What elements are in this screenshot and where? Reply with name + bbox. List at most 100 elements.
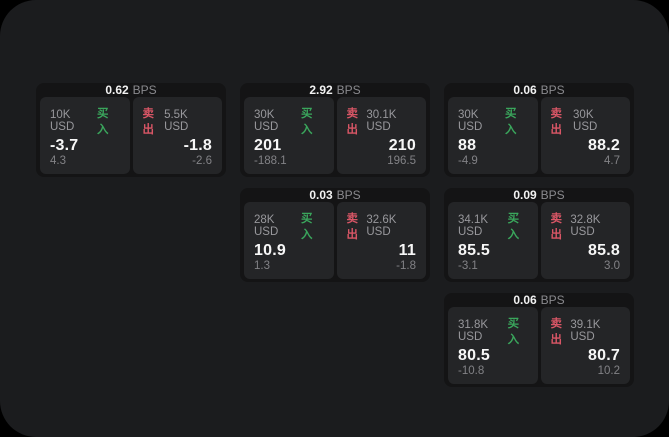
buy-panel-top: 34.1K USD 买入 xyxy=(458,210,528,242)
sell-panel[interactable]: 卖出 32.6K USD 11 -1.8 xyxy=(336,202,426,279)
quote-card: 2.92 BPS 30K USD 买入 201 -188.1 卖出 30.1K … xyxy=(240,83,430,177)
buy-panel-top: 31.8K USD 买入 xyxy=(458,315,528,347)
bps-value: 0.06 xyxy=(513,293,537,307)
bps-value: 0.03 xyxy=(309,188,333,202)
buy-label: 买入 xyxy=(507,318,520,346)
bps-unit: BPS xyxy=(540,293,565,307)
quote-card: 0.62 BPS 10K USD 买入 -3.7 4.3 卖出 5.5K USD xyxy=(36,83,226,177)
buy-amount: 30K USD xyxy=(458,109,483,133)
sell-panel[interactable]: 卖出 30.1K USD 210 196.5 xyxy=(336,97,426,174)
sell-change: 4.7 xyxy=(604,155,620,167)
sell-price: 210 xyxy=(388,137,416,154)
quote-card: 0.09 BPS 34.1K USD 买入 85.5 -3.1 卖出 32.8K… xyxy=(444,188,634,282)
buy-label: 买入 xyxy=(504,108,517,136)
sell-amount: 30.1K USD xyxy=(366,109,397,133)
buy-price: -3.7 xyxy=(50,137,79,154)
bps-unit: BPS xyxy=(132,83,157,97)
buy-panel[interactable]: 30K USD 买入 88 -4.9 xyxy=(448,97,538,174)
sell-price: -1.8 xyxy=(183,137,212,154)
sell-change: 3.0 xyxy=(604,260,620,272)
bps-unit: BPS xyxy=(540,83,565,97)
card-header: 0.09 BPS xyxy=(444,188,634,202)
card-header: 0.03 BPS xyxy=(240,188,430,202)
card-header: 0.62 BPS xyxy=(36,83,226,97)
sell-panel-top: 卖出 39.1K USD xyxy=(551,315,621,347)
sell-label: 卖出 xyxy=(142,108,155,136)
bps-unit: BPS xyxy=(336,188,361,202)
sell-price: 85.8 xyxy=(588,242,620,259)
buy-price: 80.5 xyxy=(458,347,490,364)
sell-change: -1.8 xyxy=(396,260,416,272)
buy-sell-panels: 34.1K USD 买入 85.5 -3.1 卖出 32.8K USD 85.8… xyxy=(444,202,634,282)
buy-change: -10.8 xyxy=(458,365,485,377)
buy-label: 买入 xyxy=(300,213,313,241)
bps-value: 2.92 xyxy=(309,83,333,97)
card-header: 0.06 BPS xyxy=(444,83,634,97)
buy-amount: 34.1K USD xyxy=(458,214,489,238)
buy-sell-panels: 31.8K USD 买入 80.5 -10.8 卖出 39.1K USD 80.… xyxy=(444,307,634,387)
buy-sell-panels: 10K USD 买入 -3.7 4.3 卖出 5.5K USD -1.8 -2.… xyxy=(36,97,226,177)
buy-change: -4.9 xyxy=(458,155,478,167)
buy-price: 85.5 xyxy=(458,242,490,259)
buy-panel[interactable]: 10K USD 买入 -3.7 4.3 xyxy=(40,97,130,174)
sell-amount: 30K USD xyxy=(573,109,598,133)
sell-label: 卖出 xyxy=(550,108,563,136)
buy-sell-panels: 30K USD 买入 201 -188.1 卖出 30.1K USD 210 1… xyxy=(240,97,430,177)
buy-amount: 31.8K USD xyxy=(458,319,489,343)
bps-unit: BPS xyxy=(336,83,361,97)
buy-amount: 28K USD xyxy=(254,214,279,238)
sell-label: 卖出 xyxy=(346,213,359,241)
sell-panel[interactable]: 卖出 30K USD 88.2 4.7 xyxy=(540,97,630,174)
buy-change: 1.3 xyxy=(254,260,270,272)
buy-panel-top: 10K USD 买入 xyxy=(50,105,120,137)
quote-card: 0.06 BPS 31.8K USD 买入 80.5 -10.8 卖出 39.1… xyxy=(444,293,634,387)
sell-panel-top: 卖出 30K USD xyxy=(551,105,621,137)
buy-panel[interactable]: 34.1K USD 买入 85.5 -3.1 xyxy=(448,202,538,279)
buy-change: -188.1 xyxy=(254,155,287,167)
buy-panel[interactable]: 28K USD 买入 10.9 1.3 xyxy=(244,202,334,279)
bps-value: 0.62 xyxy=(105,83,129,97)
bps-value: 0.09 xyxy=(513,188,537,202)
sell-panel[interactable]: 卖出 39.1K USD 80.7 10.2 xyxy=(540,307,630,384)
sell-price: 88.2 xyxy=(588,137,620,154)
buy-panel[interactable]: 30K USD 买入 201 -188.1 xyxy=(244,97,334,174)
buy-change: -3.1 xyxy=(458,260,478,272)
sell-panel-top: 卖出 32.6K USD xyxy=(347,210,417,242)
sell-panel-top: 卖出 5.5K USD xyxy=(143,105,213,137)
buy-panel-top: 30K USD 买入 xyxy=(458,105,528,137)
quote-cards-grid: 0.62 BPS 10K USD 买入 -3.7 4.3 卖出 5.5K USD xyxy=(36,83,634,387)
buy-amount: 30K USD xyxy=(254,109,279,133)
sell-label: 卖出 xyxy=(346,108,359,136)
buy-label: 买入 xyxy=(300,108,313,136)
sell-change: -2.6 xyxy=(192,155,212,167)
sell-label: 卖出 xyxy=(550,318,563,346)
buy-sell-panels: 30K USD 买入 88 -4.9 卖出 30K USD 88.2 4.7 xyxy=(444,97,634,177)
bps-value: 0.06 xyxy=(513,83,537,97)
quote-card: 0.03 BPS 28K USD 买入 10.9 1.3 卖出 32.6K US… xyxy=(240,188,430,282)
buy-price: 10.9 xyxy=(254,242,286,259)
sell-amount: 32.8K USD xyxy=(570,214,601,238)
sell-panel[interactable]: 卖出 5.5K USD -1.8 -2.6 xyxy=(132,97,222,174)
buy-label: 买入 xyxy=(507,213,520,241)
bps-unit: BPS xyxy=(540,188,565,202)
buy-amount: 10K USD xyxy=(50,109,75,133)
sell-amount: 39.1K USD xyxy=(570,319,601,343)
buy-panel-top: 28K USD 买入 xyxy=(254,210,324,242)
sell-label: 卖出 xyxy=(550,213,563,241)
sell-panel-top: 卖出 32.8K USD xyxy=(551,210,621,242)
sell-amount: 5.5K USD xyxy=(164,109,189,133)
quote-card: 0.06 BPS 30K USD 买入 88 -4.9 卖出 30K USD xyxy=(444,83,634,177)
buy-sell-panels: 28K USD 买入 10.9 1.3 卖出 32.6K USD 11 -1.8 xyxy=(240,202,430,282)
buy-price: 201 xyxy=(254,137,282,154)
buy-panel-top: 30K USD 买入 xyxy=(254,105,324,137)
sell-panel[interactable]: 卖出 32.8K USD 85.8 3.0 xyxy=(540,202,630,279)
sell-change: 10.2 xyxy=(597,365,620,377)
buy-label: 买入 xyxy=(96,108,109,136)
card-header: 0.06 BPS xyxy=(444,293,634,307)
sell-amount: 32.6K USD xyxy=(366,214,397,238)
sell-change: 196.5 xyxy=(387,155,416,167)
sell-price: 11 xyxy=(398,242,416,259)
sell-price: 80.7 xyxy=(588,347,620,364)
buy-panel[interactable]: 31.8K USD 买入 80.5 -10.8 xyxy=(448,307,538,384)
